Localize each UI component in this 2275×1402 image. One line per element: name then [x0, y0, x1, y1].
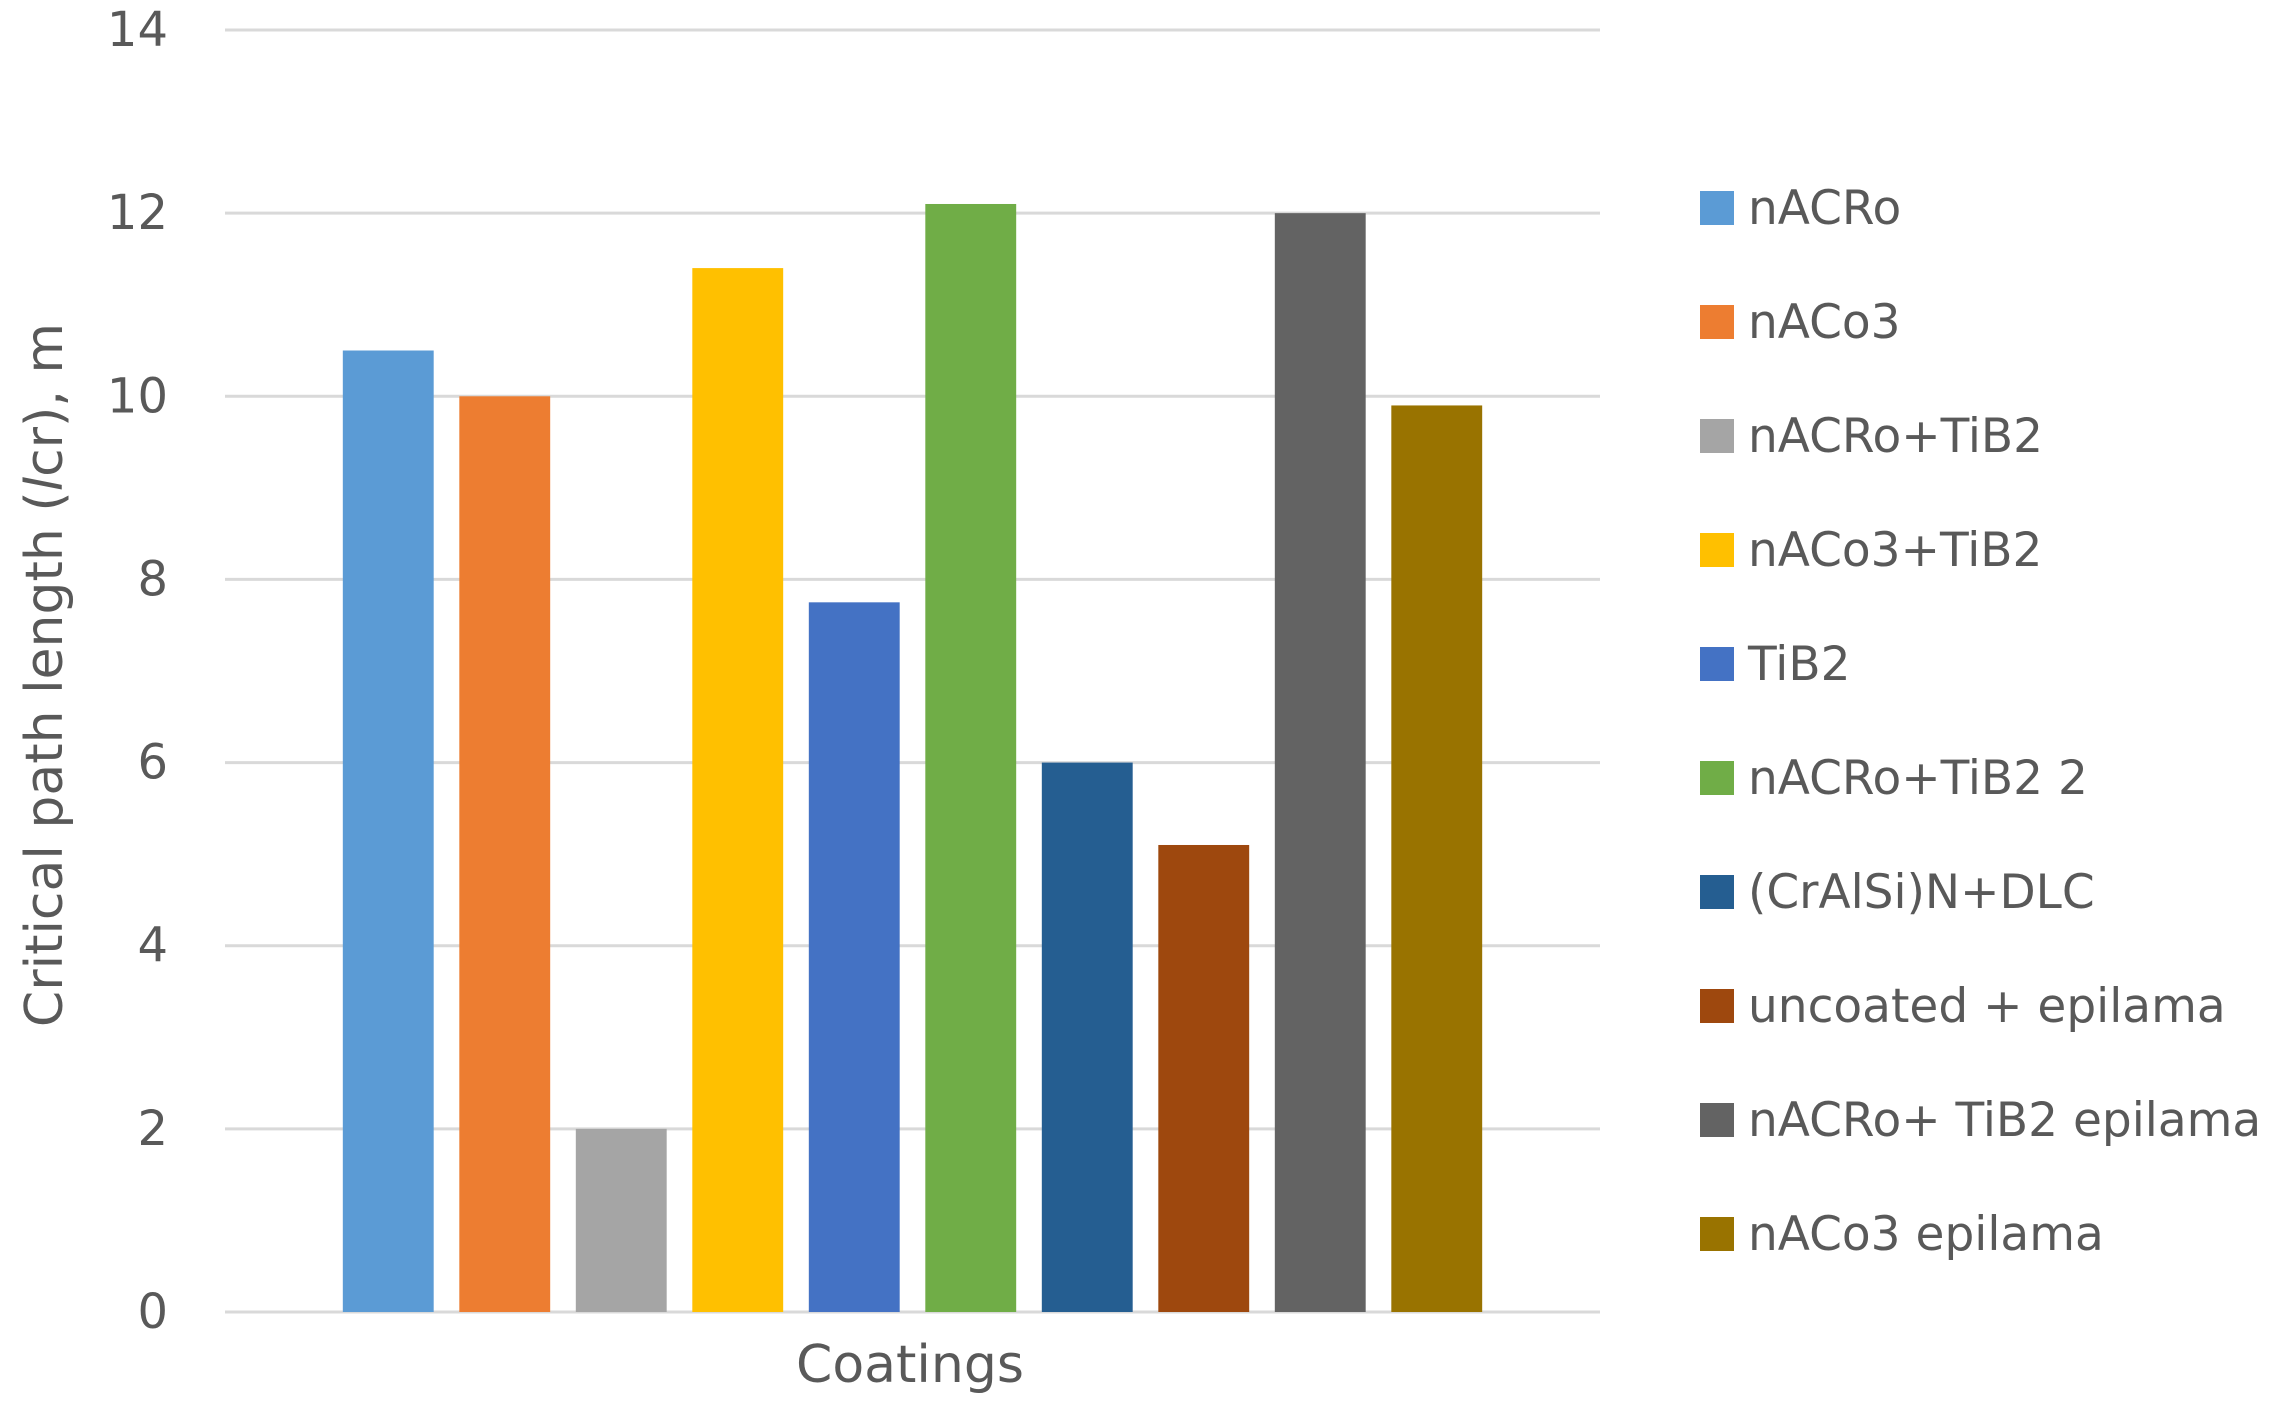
legend-item: (CrAlSi)N+DLC — [1700, 865, 2095, 920]
legend-swatch — [1700, 305, 1734, 339]
legend-item: TiB2 — [1700, 637, 1850, 692]
y-axis-tick-labels: 0 2 4 6 8 10 12 14 — [107, 2, 168, 1340]
legend-item: nACRo+ TiB2 epilama — [1700, 1093, 2261, 1148]
bar-naco3 — [459, 396, 551, 1312]
x-axis-title: Coatings — [796, 1335, 1024, 1395]
bar-nacro — [342, 350, 434, 1312]
legend-item: nACo3+TiB2 — [1700, 523, 2042, 578]
legend-item: nACRo — [1700, 181, 1901, 236]
bar-cralsi-n-dlc — [1041, 762, 1133, 1312]
legend-label: (CrAlSi)N+DLC — [1748, 865, 2095, 920]
legend-swatch — [1700, 1103, 1734, 1137]
legend-swatch — [1700, 875, 1734, 909]
y-tick-label-2: 2 — [137, 1101, 168, 1157]
legend-label: nACo3+TiB2 — [1748, 523, 2042, 578]
legend-item: nACo3 — [1700, 295, 1901, 350]
y-axis-title: Critical path length (lcr), m — [15, 323, 75, 1027]
legend-swatch — [1700, 191, 1734, 225]
y-tick-label-4: 4 — [137, 918, 168, 974]
y-tick-label-0: 0 — [137, 1284, 168, 1340]
legend-label: nACRo+TiB2 2 — [1748, 751, 2088, 806]
legend-swatch — [1700, 419, 1734, 453]
bar-naco3-tib2 — [692, 268, 784, 1313]
bar-naco3-epilama — [1391, 405, 1483, 1312]
legend-swatch — [1700, 761, 1734, 795]
y-tick-label-10: 10 — [107, 368, 168, 424]
y-tick-label-6: 6 — [137, 735, 168, 791]
legend-label: nACo3 epilama — [1748, 1207, 2104, 1262]
legend-item: nACo3 epilama — [1700, 1207, 2104, 1262]
y-axis-title-prefix: Critical path length ( — [15, 491, 75, 1027]
bar-nacro-tib2-epilama — [1274, 213, 1366, 1313]
legend-item: nACRo+TiB2 2 — [1700, 751, 2088, 806]
legend-label: nACRo — [1748, 181, 1901, 236]
legend-label: nACRo+TiB2 — [1748, 409, 2043, 464]
legend-label: TiB2 — [1747, 637, 1850, 692]
legend-label: nACRo+ TiB2 epilama — [1748, 1093, 2261, 1148]
bars — [342, 203, 1483, 1313]
bar-nacro-tib2 — [575, 1128, 667, 1312]
gridlines — [225, 28, 1600, 1314]
legend-item: uncoated + epilama — [1700, 979, 2226, 1034]
legend-label: nACo3 — [1748, 295, 1901, 350]
legend-swatch — [1700, 533, 1734, 567]
legend-swatch — [1700, 647, 1734, 681]
y-tick-label-8: 8 — [137, 551, 168, 607]
legend-swatch — [1700, 989, 1734, 1023]
y-tick-label-14: 14 — [107, 2, 168, 58]
y-axis-title-suffix: cr), m — [15, 323, 75, 477]
bar-nacro-tib2-2 — [925, 203, 1017, 1312]
legend: nACRo nACo3 nACRo+TiB2 nACo3+TiB2 TiB2 nACRo+… — [1700, 181, 2261, 1262]
legend-item: nACRo+TiB2 — [1700, 409, 2043, 464]
legend-label: uncoated + epilama — [1748, 979, 2226, 1034]
legend-swatch — [1700, 1217, 1734, 1251]
y-tick-label-12: 12 — [107, 185, 168, 241]
bar-uncoated-epilama — [1158, 844, 1250, 1312]
bar-tib2 — [808, 602, 900, 1312]
y-axis-title-italic: l — [15, 476, 75, 491]
